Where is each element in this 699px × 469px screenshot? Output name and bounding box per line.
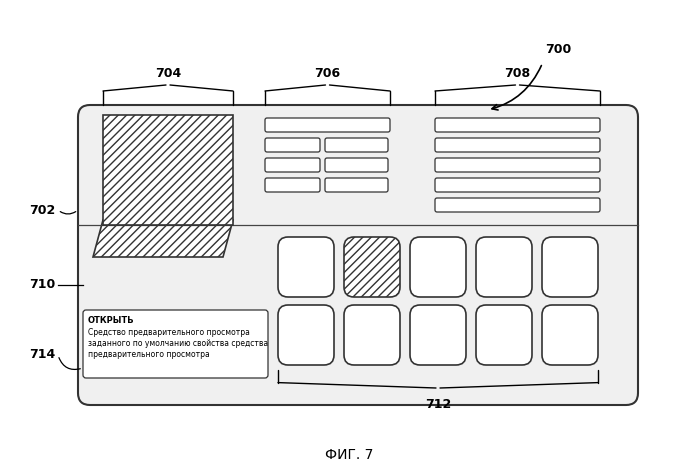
FancyBboxPatch shape bbox=[435, 198, 600, 212]
Bar bbox=[103, 115, 233, 225]
Text: 708: 708 bbox=[505, 67, 531, 80]
FancyBboxPatch shape bbox=[542, 305, 598, 365]
FancyBboxPatch shape bbox=[325, 178, 388, 192]
Text: заданного по умолчанию свойства средства: заданного по умолчанию свойства средства bbox=[88, 339, 268, 348]
FancyBboxPatch shape bbox=[265, 158, 320, 172]
FancyBboxPatch shape bbox=[435, 118, 600, 132]
FancyBboxPatch shape bbox=[83, 310, 268, 378]
FancyBboxPatch shape bbox=[435, 138, 600, 152]
Text: 706: 706 bbox=[315, 67, 340, 80]
FancyBboxPatch shape bbox=[476, 237, 532, 297]
FancyBboxPatch shape bbox=[325, 158, 388, 172]
Text: ФИГ. 7: ФИГ. 7 bbox=[325, 448, 373, 462]
Text: 712: 712 bbox=[425, 398, 451, 411]
Text: ОТКРЫТЬ: ОТКРЫТЬ bbox=[88, 316, 135, 325]
Text: предварительного просмотра: предварительного просмотра bbox=[88, 350, 210, 359]
FancyBboxPatch shape bbox=[410, 305, 466, 365]
FancyBboxPatch shape bbox=[278, 237, 334, 297]
FancyBboxPatch shape bbox=[278, 305, 334, 365]
PathPatch shape bbox=[93, 220, 233, 257]
Text: 702: 702 bbox=[29, 204, 55, 217]
FancyBboxPatch shape bbox=[435, 158, 600, 172]
FancyBboxPatch shape bbox=[78, 105, 638, 405]
FancyBboxPatch shape bbox=[344, 237, 400, 297]
Text: Средство предварительного просмотра: Средство предварительного просмотра bbox=[88, 328, 250, 337]
FancyBboxPatch shape bbox=[410, 237, 466, 297]
FancyBboxPatch shape bbox=[435, 178, 600, 192]
Text: 700: 700 bbox=[545, 43, 572, 56]
Text: 714: 714 bbox=[29, 348, 55, 362]
Text: 704: 704 bbox=[155, 67, 181, 80]
FancyBboxPatch shape bbox=[476, 305, 532, 365]
FancyBboxPatch shape bbox=[265, 138, 320, 152]
Text: 710: 710 bbox=[29, 279, 55, 292]
FancyBboxPatch shape bbox=[265, 118, 390, 132]
FancyBboxPatch shape bbox=[265, 178, 320, 192]
FancyBboxPatch shape bbox=[542, 237, 598, 297]
FancyBboxPatch shape bbox=[344, 305, 400, 365]
FancyBboxPatch shape bbox=[325, 138, 388, 152]
